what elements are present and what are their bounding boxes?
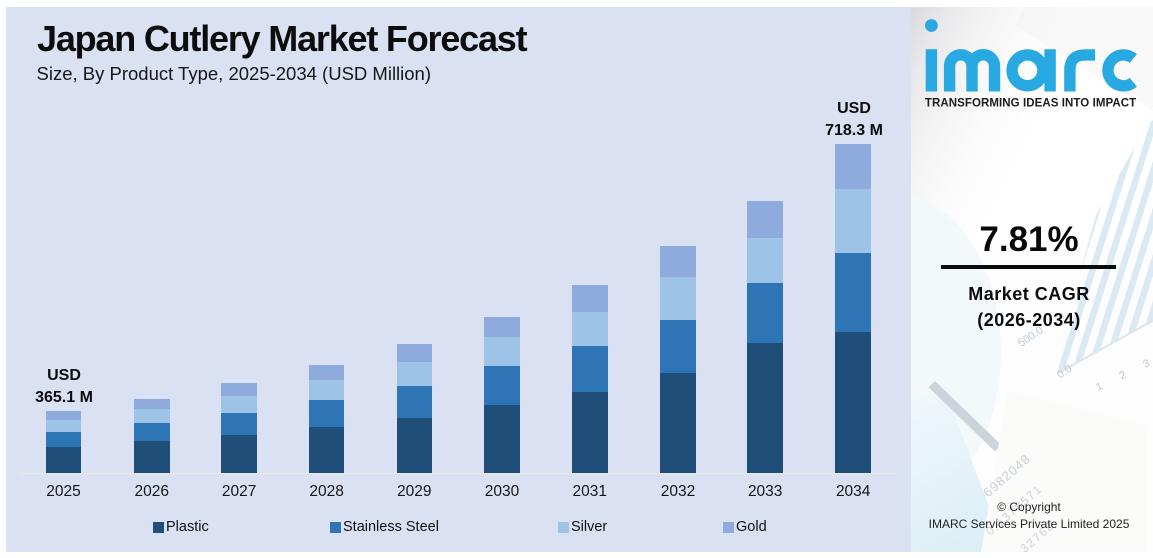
svg-text:TRANSFORMING IDEAS INTO IMPACT: TRANSFORMING IDEAS INTO IMPACT	[925, 98, 1136, 110]
